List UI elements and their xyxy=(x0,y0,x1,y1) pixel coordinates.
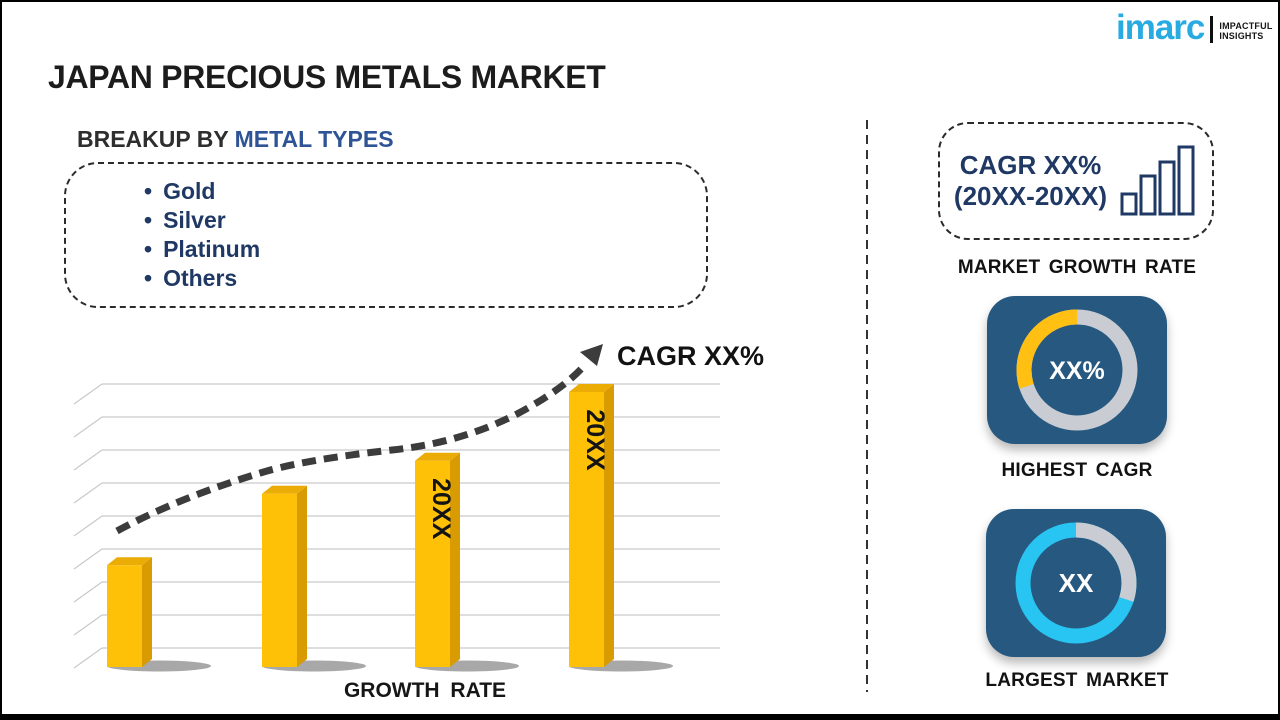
logo-tagline: IMPACTFUL INSIGHTS xyxy=(1219,21,1272,43)
logo-tagline-line2: INSIGHTS xyxy=(1219,31,1264,42)
logo-divider xyxy=(1210,15,1214,43)
trend-arrowhead-icon xyxy=(580,344,603,366)
bar-side-face xyxy=(604,384,614,667)
bar-top-face xyxy=(569,384,614,392)
largest-market-tile: XX xyxy=(986,509,1166,657)
imarc-logo: imarc IMPACTFUL INSIGHTS xyxy=(1116,8,1273,47)
largest-market-donut-chart: XX xyxy=(1015,522,1137,644)
breakup-heading-highlight: METAL TYPES xyxy=(234,126,394,152)
bar-year-label: 20XX xyxy=(581,409,609,470)
highest-cagr-value: XX% xyxy=(1049,357,1105,385)
market-growth-rate-box: CAGR XX% (20XX-20XX) xyxy=(938,122,1214,240)
breakup-heading-prefix: BREAKUP BY xyxy=(77,126,235,152)
x-axis-label: GROWTH RATE xyxy=(343,679,507,702)
cagr-value-text: CAGR XX% (20XX-20XX) xyxy=(954,150,1107,212)
bar-front-face xyxy=(107,565,142,667)
bar-front-face xyxy=(415,460,450,667)
bar-top-face xyxy=(107,557,152,566)
list-item-gold: Gold xyxy=(144,177,706,206)
bar-top-face xyxy=(262,485,307,494)
highest-cagr-tile: XX% xyxy=(987,296,1167,444)
list-item-platinum: Platinum xyxy=(144,235,706,264)
page-title: JAPAN PRECIOUS METALS MARKET xyxy=(48,59,606,95)
ascending-bar-chart-icon xyxy=(1120,145,1195,216)
imarc-logo-wordmark: imarc xyxy=(1116,8,1205,47)
breakup-heading: BREAKUP BY METAL TYPES xyxy=(77,126,394,153)
cagr-line2: (20XX-20XX) xyxy=(953,181,1108,211)
list-item-silver: Silver xyxy=(144,206,706,235)
cagr-trend-label: CAGR XX% xyxy=(617,341,765,371)
bar-side-face xyxy=(450,452,460,667)
cagr-line1: CAGR XX% xyxy=(959,150,1102,180)
highest-cagr-caption: HIGHEST CAGR xyxy=(1001,460,1153,481)
metal-types-box: Gold Silver Platinum Others xyxy=(64,162,708,308)
cagr-trend-line xyxy=(115,364,586,535)
growth-rate-bar-chart: 20XX 20XX xyxy=(73,344,720,672)
list-item-others: Others xyxy=(144,264,706,293)
logo-tagline-line1: IMPACTFUL xyxy=(1219,20,1273,31)
bar-top-face xyxy=(415,452,460,461)
bar-front-face xyxy=(569,392,604,667)
bar-side-face xyxy=(142,557,152,667)
metal-types-list: Gold Silver Platinum Others xyxy=(144,177,706,293)
largest-market-caption: LARGEST MARKET xyxy=(985,670,1169,691)
highest-cagr-donut-chart: XX% xyxy=(1016,309,1138,431)
bar-side-face xyxy=(297,485,307,667)
market-growth-rate-caption: MARKET GROWTH RATE xyxy=(957,257,1197,278)
largest-market-value: XX xyxy=(1059,568,1094,598)
vertical-dashed-divider xyxy=(866,120,868,692)
bar-front-face xyxy=(262,493,297,667)
bar-year-label: 20XX xyxy=(427,478,455,539)
